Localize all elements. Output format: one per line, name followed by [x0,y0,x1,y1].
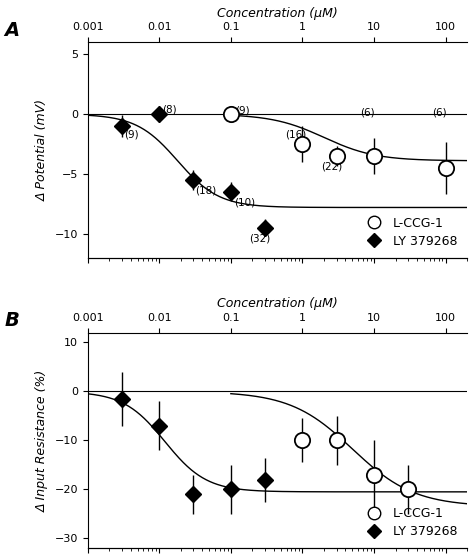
Text: (22): (22) [321,162,342,172]
Text: (9): (9) [235,105,250,115]
Text: (10): (10) [234,198,255,208]
Text: B: B [4,311,19,330]
Text: (32): (32) [249,234,270,244]
Y-axis label: Δ Input Resistance (%): Δ Input Resistance (%) [36,369,49,511]
Text: A: A [4,21,19,40]
X-axis label: Concentration (μM): Concentration (μM) [217,297,338,310]
Legend: L-CCG-1, LY 379268: L-CCG-1, LY 379268 [357,213,461,251]
Text: (18): (18) [195,186,217,195]
Text: (6): (6) [432,108,447,118]
Text: (16): (16) [285,129,307,139]
Text: (6): (6) [361,108,375,118]
Legend: L-CCG-1, LY 379268: L-CCG-1, LY 379268 [357,503,461,542]
X-axis label: Concentration (μM): Concentration (μM) [217,7,338,20]
Text: (9): (9) [124,129,138,139]
Y-axis label: Δ Potential (mV): Δ Potential (mV) [36,99,49,201]
Text: (8): (8) [162,104,177,114]
